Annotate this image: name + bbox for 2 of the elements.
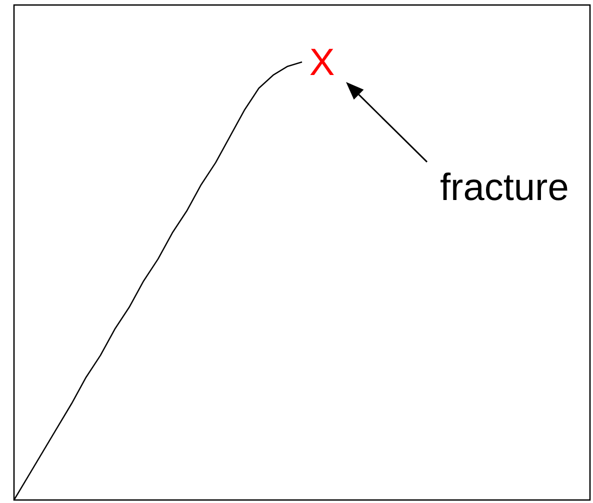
text: fracture [440,166,569,209]
text: X [309,42,335,84]
